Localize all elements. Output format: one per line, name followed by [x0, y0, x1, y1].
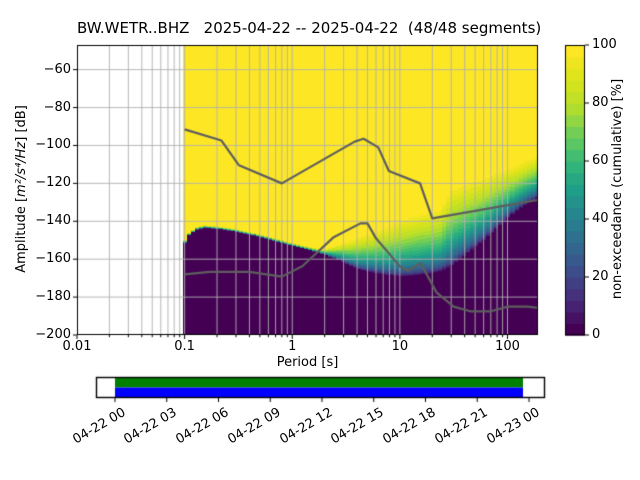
x-tick-label: 0.01: [62, 339, 92, 354]
y-tick-label: −180: [35, 289, 71, 305]
colorbar-tick-label: 60: [592, 153, 609, 168]
y-axis-label: Amplitude [m²/s⁴/Hz] [dB]: [14, 59, 29, 319]
x-tick-label: 0.1: [174, 339, 195, 354]
y-axis-label-suffix: ] [dB]: [14, 105, 29, 142]
y-tick-label: −140: [35, 213, 71, 229]
y-tick-label: −100: [35, 137, 71, 153]
y-tick-label: −60: [43, 61, 71, 77]
colorbar-tick-label: 80: [592, 95, 609, 110]
y-axis-label-prefix: Amplitude [: [14, 196, 29, 273]
y-tick-label: −200: [35, 327, 71, 342]
x-tick-label: 1: [288, 339, 297, 354]
y-axis-label-units: m²/s⁴/Hz: [14, 141, 29, 197]
colorbar-tick-label: 100: [592, 37, 617, 52]
y-tick-label: −120: [35, 175, 71, 191]
colorbar-tick-label: 40: [592, 211, 609, 226]
x-tick-label: 10: [391, 339, 409, 354]
colorbar-label: non-exceedance (cumulative) [%]: [610, 78, 625, 300]
x-axis-label: Period [s]: [276, 355, 339, 370]
y-tick-label: −160: [35, 251, 71, 267]
plot-title: BW.WETR..BHZ 2025-04-22 -- 2025-04-22 (4…: [77, 19, 542, 37]
colorbar-tick-label: 0: [592, 327, 601, 342]
colorbar-tick-label: 20: [592, 269, 609, 284]
x-tick-label: 100: [495, 339, 520, 354]
y-tick-label: −80: [43, 99, 71, 115]
